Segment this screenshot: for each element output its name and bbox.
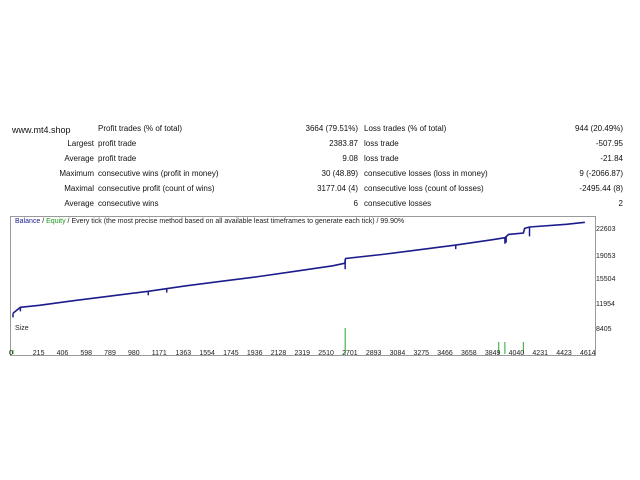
strategy-report: www.mt4.shop Profit trades (% of total) …: [0, 118, 640, 363]
stats-lead: Maximal: [64, 184, 94, 193]
size-chart-svg: [12, 328, 524, 354]
watermark: www.mt4.shop: [12, 125, 71, 135]
x-tick-label: 3466: [437, 350, 453, 357]
stats-label-right: loss trade: [364, 139, 399, 148]
size-label: Size: [15, 325, 29, 332]
stats-label-left: consecutive wins (profit in money): [98, 169, 219, 178]
stats-lead: Maximum: [59, 169, 94, 178]
legend-separator: /: [40, 218, 47, 225]
stats-label-right: consecutive losses: [364, 199, 432, 208]
y-tick-label: 22603: [596, 226, 616, 233]
stats-value-left: 9.08: [342, 154, 358, 163]
x-tick-label: 1171: [151, 350, 167, 357]
x-tick-label: 2128: [270, 350, 287, 357]
stats-label-left: Profit trades (% of total): [98, 124, 183, 133]
stats-value-right: -21.84: [600, 154, 623, 163]
stats-table: www.mt4.shop Profit trades (% of total) …: [0, 118, 640, 213]
stats-value-right: 2: [618, 199, 623, 208]
x-tick-label: 598: [80, 350, 93, 357]
stats-value-right: 944 (20.49%): [574, 124, 623, 133]
x-tick-label: 4231: [532, 350, 548, 357]
y-tick-label: 11954: [596, 301, 615, 308]
stats-label-left: profit trade: [98, 154, 137, 163]
x-tick-label: 3084: [389, 350, 406, 357]
y-tick-label: 19053: [596, 253, 616, 260]
y-tick-label: 15504: [596, 276, 616, 283]
x-tick-label: 1745: [223, 350, 239, 357]
stats-row: Maximal consecutive profit (count of win…: [0, 181, 640, 196]
stats-value-left: 3664 (79.51%): [305, 124, 358, 133]
stats-lead: Average: [64, 199, 94, 208]
balance-line: [12, 221, 585, 314]
stats-label-right: Loss trades (% of total): [364, 124, 447, 133]
x-tick-label: 1363: [175, 350, 192, 357]
x-tick-label: 2510: [318, 350, 334, 357]
x-tick-label: 0: [9, 350, 13, 357]
legend-description: / Every tick (the most precise method ba…: [65, 218, 405, 225]
stats-lead: Average: [64, 154, 94, 163]
stats-label-right: consecutive losses (loss in money): [364, 169, 488, 178]
x-axis: 0 215 406 598 789 980 1171 1363 1554 1745 1936 2128…: [0, 350, 640, 362]
balance-chart: Balance / Equity / Every tick (the most …: [10, 216, 596, 325]
x-tick-label: 4614: [580, 350, 596, 357]
x-tick-label: 789: [104, 350, 116, 357]
x-tick-label: 406: [56, 350, 69, 357]
stats-value-right: -507.95: [595, 139, 623, 148]
y-tick-label: 8405: [596, 326, 612, 333]
x-tick-label: 1936: [246, 350, 263, 357]
size-chart: Size: [10, 323, 596, 356]
x-tick-label: 3658: [461, 350, 477, 357]
x-tick-label: 980: [127, 350, 140, 357]
x-tick-label: 2701: [342, 350, 358, 357]
x-tick-label: 3275: [413, 350, 430, 357]
stats-value-left: 3177.04 (4): [317, 184, 358, 193]
y-axis: 22603 19053 15504 11954 8405: [596, 216, 640, 356]
legend-equity: Equity: [46, 218, 66, 225]
x-tick-label: 4040: [508, 350, 525, 357]
stats-label-left: consecutive wins: [98, 199, 159, 208]
stats-label-left: consecutive profit (count of wins): [98, 184, 215, 193]
stats-value-left: 30 (48.89): [321, 169, 358, 178]
stats-row: Average consecutive wins 6 consecutive l…: [0, 196, 640, 211]
stats-row: Profit trades (% of total) 3664 (79.51%)…: [0, 121, 640, 136]
x-tick-label: 215: [32, 350, 45, 357]
stats-row: Maximum consecutive wins (profit in mone…: [0, 166, 640, 181]
x-tick-label: 2893: [365, 350, 382, 357]
stats-row: Average profit trade 9.08 loss trade -21…: [0, 151, 640, 166]
x-tick-label: 4423: [556, 350, 572, 357]
stats-lead: Largest: [67, 139, 94, 148]
stats-label-right: loss trade: [364, 154, 399, 163]
stats-value-left: 6: [353, 199, 358, 208]
stats-label-left: profit trade: [98, 139, 137, 148]
stats-value-right: -2495.44 (8): [579, 184, 623, 193]
x-tick-label: 3849: [484, 350, 501, 357]
legend-balance: Balance: [15, 218, 41, 225]
chart-legend: Balance / Equity / Every tick (the most …: [15, 218, 404, 225]
balance-chart-svg: [12, 221, 585, 318]
stats-value-left: 2383.87: [329, 139, 358, 148]
x-tick-label: 2319: [294, 350, 311, 357]
stats-value-right: 9 (-2066.87): [579, 169, 623, 178]
stats-row: Largest profit trade 2383.87 loss trade …: [0, 136, 640, 151]
x-tick-label: 1554: [199, 350, 215, 357]
stats-label-right: consecutive loss (count of losses): [364, 184, 484, 193]
